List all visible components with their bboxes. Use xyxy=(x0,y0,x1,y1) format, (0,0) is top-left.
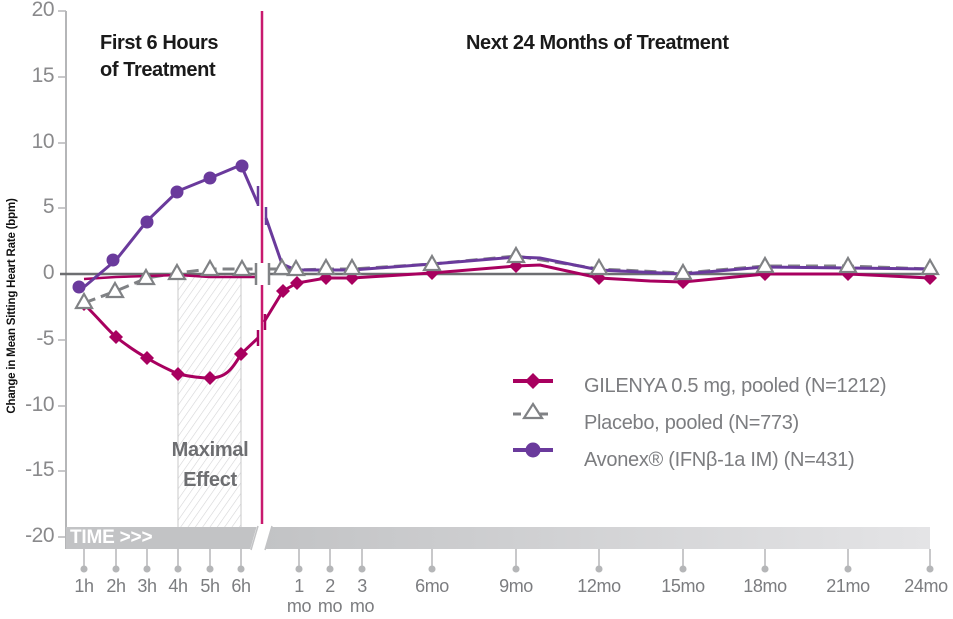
maximal-effect-region xyxy=(178,274,241,527)
y-tick-label: -20 xyxy=(25,524,54,547)
x-tick-label-bottom: mo xyxy=(349,596,375,616)
legend-label: GILENYA 0.5 mg, pooled (N=1212) xyxy=(584,375,887,397)
x-tick-label-bottom: mo xyxy=(286,596,312,616)
x-tick-label-top: 3 xyxy=(357,576,367,596)
first-title-line-2: of Treatment xyxy=(100,59,216,81)
x-tick-label: 2h xyxy=(106,576,126,596)
x-tick-label-top: 1 xyxy=(294,576,304,596)
x-tick-label: 18mo xyxy=(743,576,787,596)
x-tick-label: 15mo xyxy=(661,576,705,596)
y-tick-label: -5 xyxy=(36,327,54,350)
x-tick-label: 21mo xyxy=(826,576,870,596)
y-tick-label: 15 xyxy=(31,64,55,87)
x-tick-label-bottom: mo xyxy=(317,596,343,616)
circle-marker-icon xyxy=(508,449,568,473)
x-tick-label-1mo: 1 mo xyxy=(269,576,329,616)
x-tick-label: 1h xyxy=(74,576,94,596)
x-tick-label: 24mo xyxy=(904,576,948,596)
legend-label: Placebo, pooled (N=773) xyxy=(584,412,799,434)
diamond-marker-icon xyxy=(508,375,568,399)
x-tick-label: 5h xyxy=(200,576,220,596)
legend-label: Avonex® (IFNβ-1a IM) (N=431) xyxy=(584,449,855,471)
time-bar-label: TIME >>> xyxy=(70,527,153,548)
x-axis-ticks xyxy=(80,549,934,573)
y-axis xyxy=(58,10,67,549)
next-24-months-title: Next 24 Months of Treatment xyxy=(466,32,729,54)
x-tick-label: 6mo xyxy=(415,576,449,596)
placebo-markers xyxy=(74,245,940,310)
legend-item-gilenya: GILENYA 0.5 mg, pooled (N=1212) xyxy=(508,368,886,405)
triangle-marker-icon xyxy=(508,412,568,436)
y-tick-label: -15 xyxy=(25,458,54,481)
legend-item-avonex: Avonex® (IFNβ-1a IM) (N=431) xyxy=(508,442,886,479)
maximal-line-2: Effect xyxy=(183,469,237,491)
y-tick-label: 20 xyxy=(31,0,55,21)
legend-item-placebo: Placebo, pooled (N=773) xyxy=(508,405,886,442)
legend: GILENYA 0.5 mg, pooled (N=1212) Placebo,… xyxy=(508,368,886,479)
time-bar xyxy=(66,527,930,549)
x-tick-label: 4h xyxy=(168,576,188,596)
x-tick-label-top: 2 xyxy=(325,576,335,596)
x-tick-label: 9mo xyxy=(499,576,533,596)
x-tick-label: 3h xyxy=(137,576,157,596)
x-tick-label: 6h xyxy=(231,576,251,596)
maximal-line-1: Maximal xyxy=(171,439,249,461)
x-tick-label-2mo: 2 mo xyxy=(300,576,360,616)
y-tick-label: -10 xyxy=(25,393,54,416)
first-6-hours-title: First 6 Hours of Treatment xyxy=(100,30,219,84)
x-tick-label-3mo: 3 mo xyxy=(332,576,392,616)
maximal-effect-annotation: Maximal Effect xyxy=(160,435,260,495)
first-title-line-1: First 6 Hours xyxy=(100,32,219,54)
x-tick-label: 12mo xyxy=(577,576,621,596)
y-tick-label: 10 xyxy=(31,130,55,153)
y-tick-label: 5 xyxy=(42,195,55,218)
legend-swatches xyxy=(513,373,553,458)
y-tick-label: 0 xyxy=(42,261,55,284)
